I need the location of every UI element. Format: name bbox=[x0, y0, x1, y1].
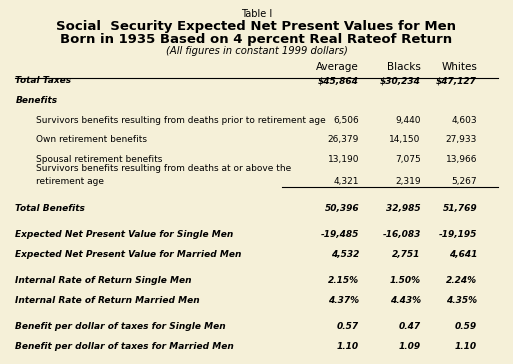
Text: Total Benefits: Total Benefits bbox=[15, 204, 85, 213]
Text: $30,234: $30,234 bbox=[380, 76, 421, 86]
Text: 13,190: 13,190 bbox=[328, 155, 359, 164]
Text: 7,075: 7,075 bbox=[395, 155, 421, 164]
Text: 50,396: 50,396 bbox=[325, 204, 359, 213]
Text: retirement age: retirement age bbox=[36, 177, 104, 186]
Text: Internal Rate of Return Single Men: Internal Rate of Return Single Men bbox=[15, 276, 192, 285]
Text: 1.09: 1.09 bbox=[399, 342, 421, 351]
Text: 1.50%: 1.50% bbox=[389, 276, 421, 285]
Text: 0.47: 0.47 bbox=[399, 322, 421, 331]
Text: 2,319: 2,319 bbox=[395, 177, 421, 186]
Text: -19,485: -19,485 bbox=[321, 230, 359, 240]
Text: Benefits: Benefits bbox=[15, 96, 57, 105]
Text: Expected Net Present Value for Single Men: Expected Net Present Value for Single Me… bbox=[15, 230, 233, 240]
Text: 2.24%: 2.24% bbox=[446, 276, 477, 285]
Text: 4,603: 4,603 bbox=[451, 116, 477, 125]
Text: 0.59: 0.59 bbox=[455, 322, 477, 331]
Text: 4.43%: 4.43% bbox=[389, 296, 421, 305]
Text: $45,864: $45,864 bbox=[318, 76, 359, 86]
Text: 4.35%: 4.35% bbox=[446, 296, 477, 305]
Text: Spousal retirement benefits: Spousal retirement benefits bbox=[36, 155, 162, 164]
Text: -16,083: -16,083 bbox=[382, 230, 421, 240]
Text: Internal Rate of Return Married Men: Internal Rate of Return Married Men bbox=[15, 296, 200, 305]
Text: Expected Net Present Value for Married Men: Expected Net Present Value for Married M… bbox=[15, 250, 242, 259]
Text: 1.10: 1.10 bbox=[337, 342, 359, 351]
Text: 4.37%: 4.37% bbox=[328, 296, 359, 305]
Text: 2,751: 2,751 bbox=[392, 250, 421, 259]
Text: 4,321: 4,321 bbox=[333, 177, 359, 186]
Text: (All figures in constant 1999 dollars): (All figures in constant 1999 dollars) bbox=[166, 46, 347, 55]
Text: 26,379: 26,379 bbox=[328, 135, 359, 145]
Text: Total Taxes: Total Taxes bbox=[15, 76, 71, 86]
Text: Table I: Table I bbox=[241, 9, 272, 19]
Text: Survivors benefits resulting from deaths prior to retirement age: Survivors benefits resulting from deaths… bbox=[36, 116, 326, 125]
Text: Own retirement benefits: Own retirement benefits bbox=[36, 135, 147, 145]
Text: Social  Security Expected Net Present Values for Men: Social Security Expected Net Present Val… bbox=[56, 20, 457, 33]
Text: 51,769: 51,769 bbox=[443, 204, 477, 213]
Text: $47,127: $47,127 bbox=[436, 76, 477, 86]
Text: 0.57: 0.57 bbox=[337, 322, 359, 331]
Text: Benefit per dollar of taxes for Single Men: Benefit per dollar of taxes for Single M… bbox=[15, 322, 226, 331]
Text: Benefit per dollar of taxes for Married Men: Benefit per dollar of taxes for Married … bbox=[15, 342, 234, 351]
Text: 32,985: 32,985 bbox=[386, 204, 421, 213]
Text: Average: Average bbox=[317, 62, 359, 72]
Text: 14,150: 14,150 bbox=[389, 135, 421, 145]
Text: 4,641: 4,641 bbox=[449, 250, 477, 259]
Text: 27,933: 27,933 bbox=[446, 135, 477, 145]
Text: 5,267: 5,267 bbox=[451, 177, 477, 186]
Text: 6,506: 6,506 bbox=[333, 116, 359, 125]
Text: Whites: Whites bbox=[441, 62, 477, 72]
Text: 1.10: 1.10 bbox=[455, 342, 477, 351]
Text: 13,966: 13,966 bbox=[446, 155, 477, 164]
Text: Born in 1935 Based on 4 percent Real Rate⁠of Return: Born in 1935 Based on 4 percent Real Rat… bbox=[61, 33, 452, 46]
Text: Blacks: Blacks bbox=[387, 62, 421, 72]
Text: Survivors benefits resulting from deaths at or above the: Survivors benefits resulting from deaths… bbox=[36, 164, 291, 173]
Text: 9,440: 9,440 bbox=[395, 116, 421, 125]
Text: -19,195: -19,195 bbox=[439, 230, 477, 240]
Text: 2.15%: 2.15% bbox=[328, 276, 359, 285]
Text: 4,532: 4,532 bbox=[331, 250, 359, 259]
